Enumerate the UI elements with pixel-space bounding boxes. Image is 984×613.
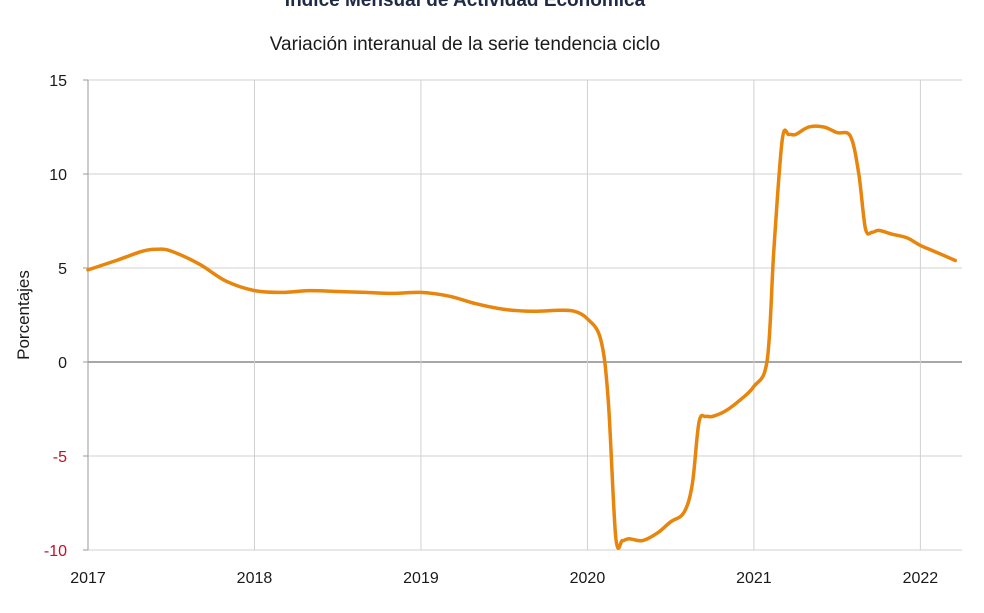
y-tick-label: 5 xyxy=(58,261,67,278)
x-tick-label: 2019 xyxy=(403,570,439,587)
chart-subtitle: Variación interanual de la serie tendenc… xyxy=(270,34,660,55)
series-line-0 xyxy=(86,124,958,551)
y-tick-label: 0 xyxy=(58,355,67,372)
x-tick-label: 2022 xyxy=(903,570,939,587)
y-tick-label: 15 xyxy=(49,73,67,90)
y-tick-label: 10 xyxy=(49,167,67,184)
x-tick-label: 2018 xyxy=(237,570,273,587)
y-tick-label: -10 xyxy=(44,543,67,560)
y-axis-label: Porcentajes xyxy=(14,270,33,360)
grid xyxy=(83,79,962,551)
x-tick-label: 2021 xyxy=(736,570,772,587)
x-tick-labels: 2017 2018 2019 2020 2021 2022 xyxy=(70,570,938,587)
series-group xyxy=(86,124,958,551)
y-tick-label: -5 xyxy=(53,449,67,466)
chart-title: Índice Mensual de Actividad Económica xyxy=(285,0,646,11)
x-tick-label: 2017 xyxy=(70,570,106,587)
x-tick-label: 2020 xyxy=(570,570,606,587)
y-tick-labels: 15 10 5 0 -5 -10 xyxy=(44,73,67,560)
